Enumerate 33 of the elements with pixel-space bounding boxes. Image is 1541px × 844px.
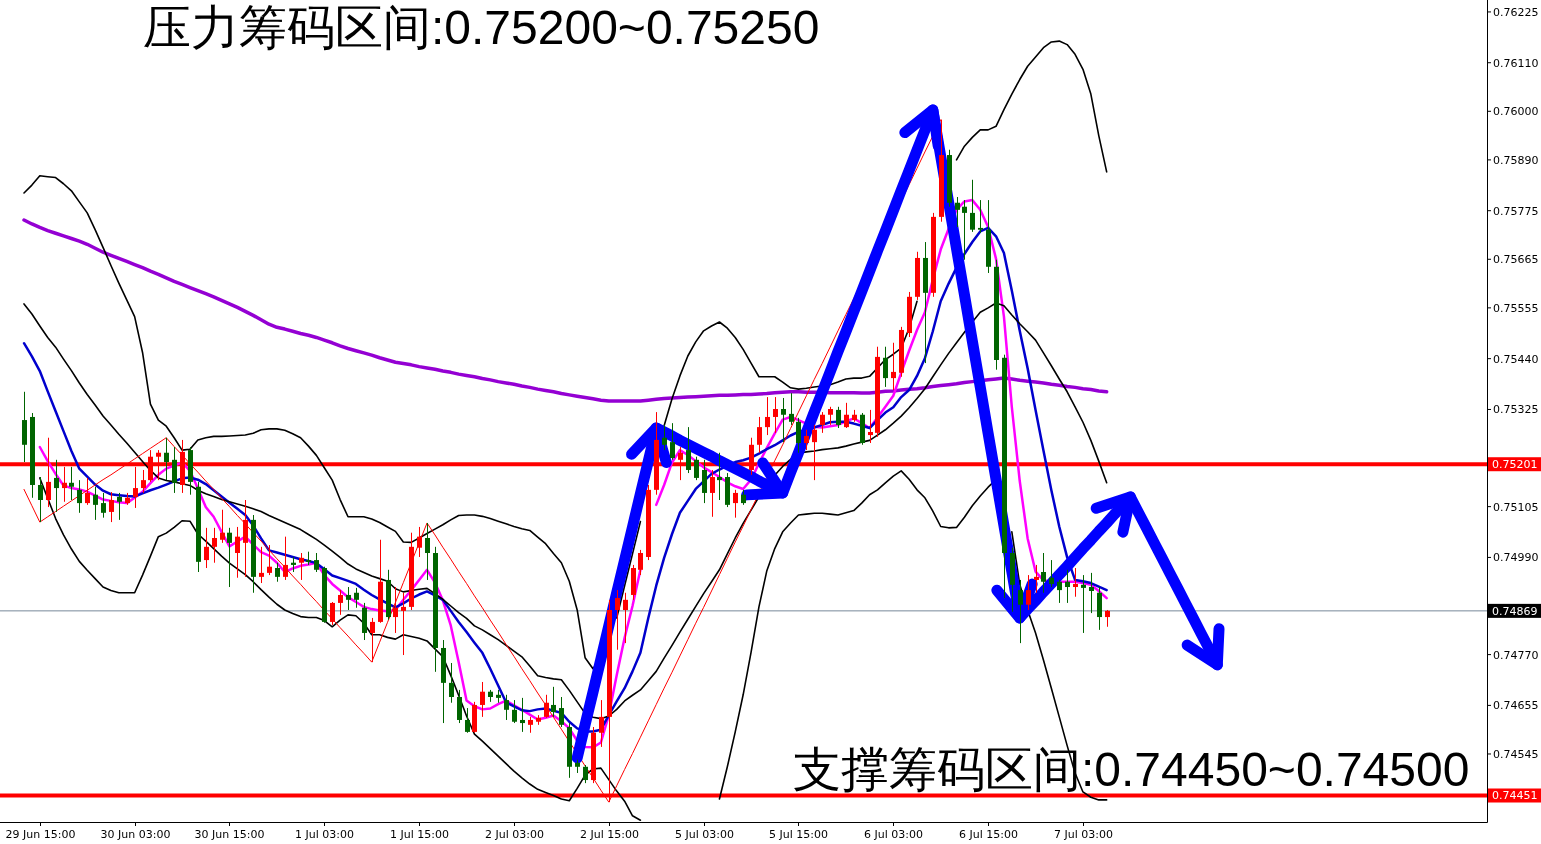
y-tick-label: 0.75325 <box>1493 403 1539 417</box>
y-tick-label: 0.75775 <box>1493 204 1539 218</box>
x-tick-label: 6 Jul 15:00 <box>959 828 1018 841</box>
ref-line-label: 0.75201 <box>1492 458 1538 472</box>
x-tick-label: 2 Jul 03:00 <box>485 828 544 841</box>
y-tick-label: 0.76000 <box>1493 105 1539 119</box>
x-tick-label: 1 Jul 15:00 <box>390 828 449 841</box>
x-tick-label: 1 Jul 03:00 <box>295 828 354 841</box>
annotation: 压力筹码区间:0.75200~0.75250 <box>143 1 820 54</box>
x-tick-label: 5 Jul 15:00 <box>769 828 828 841</box>
x-tick-label: 7 Jul 03:00 <box>1054 828 1113 841</box>
y-tick-label: 0.75440 <box>1493 352 1539 366</box>
y-tick-label: 0.75890 <box>1493 153 1539 167</box>
x-tick-label: 30 Jun 15:00 <box>194 828 265 841</box>
y-tick-label: 0.75665 <box>1493 253 1539 267</box>
y-tick-label: 0.76225 <box>1493 5 1539 19</box>
ref-line-label: 0.74869 <box>1492 604 1538 618</box>
x-tick-label: 2 Jul 15:00 <box>580 828 639 841</box>
x-tick-label: 30 Jun 03:00 <box>100 828 171 841</box>
y-tick-label: 0.74990 <box>1493 551 1539 565</box>
y-tick-label: 0.74655 <box>1493 699 1539 713</box>
y-tick-label: 0.75105 <box>1493 500 1539 514</box>
ref-line-label: 0.75201 <box>1488 457 1541 472</box>
y-tick-label: 0.74770 <box>1493 648 1539 662</box>
x-tick-label: 5 Jul 03:00 <box>675 828 734 841</box>
annotation: 支撑筹码区间:0.74450~0.74500 <box>793 743 1470 796</box>
x-tick-label: 6 Jul 03:00 <box>864 828 923 841</box>
y-tick-label: 0.75555 <box>1493 301 1539 315</box>
x-tick-label: 29 Jun 15:00 <box>5 828 76 841</box>
ref-line-label: 0.74451 <box>1488 788 1541 803</box>
ref-line-label: 0.74451 <box>1492 789 1538 803</box>
y-tick-label: 0.74545 <box>1493 748 1539 761</box>
y-tick-label: 0.76110 <box>1493 56 1539 70</box>
